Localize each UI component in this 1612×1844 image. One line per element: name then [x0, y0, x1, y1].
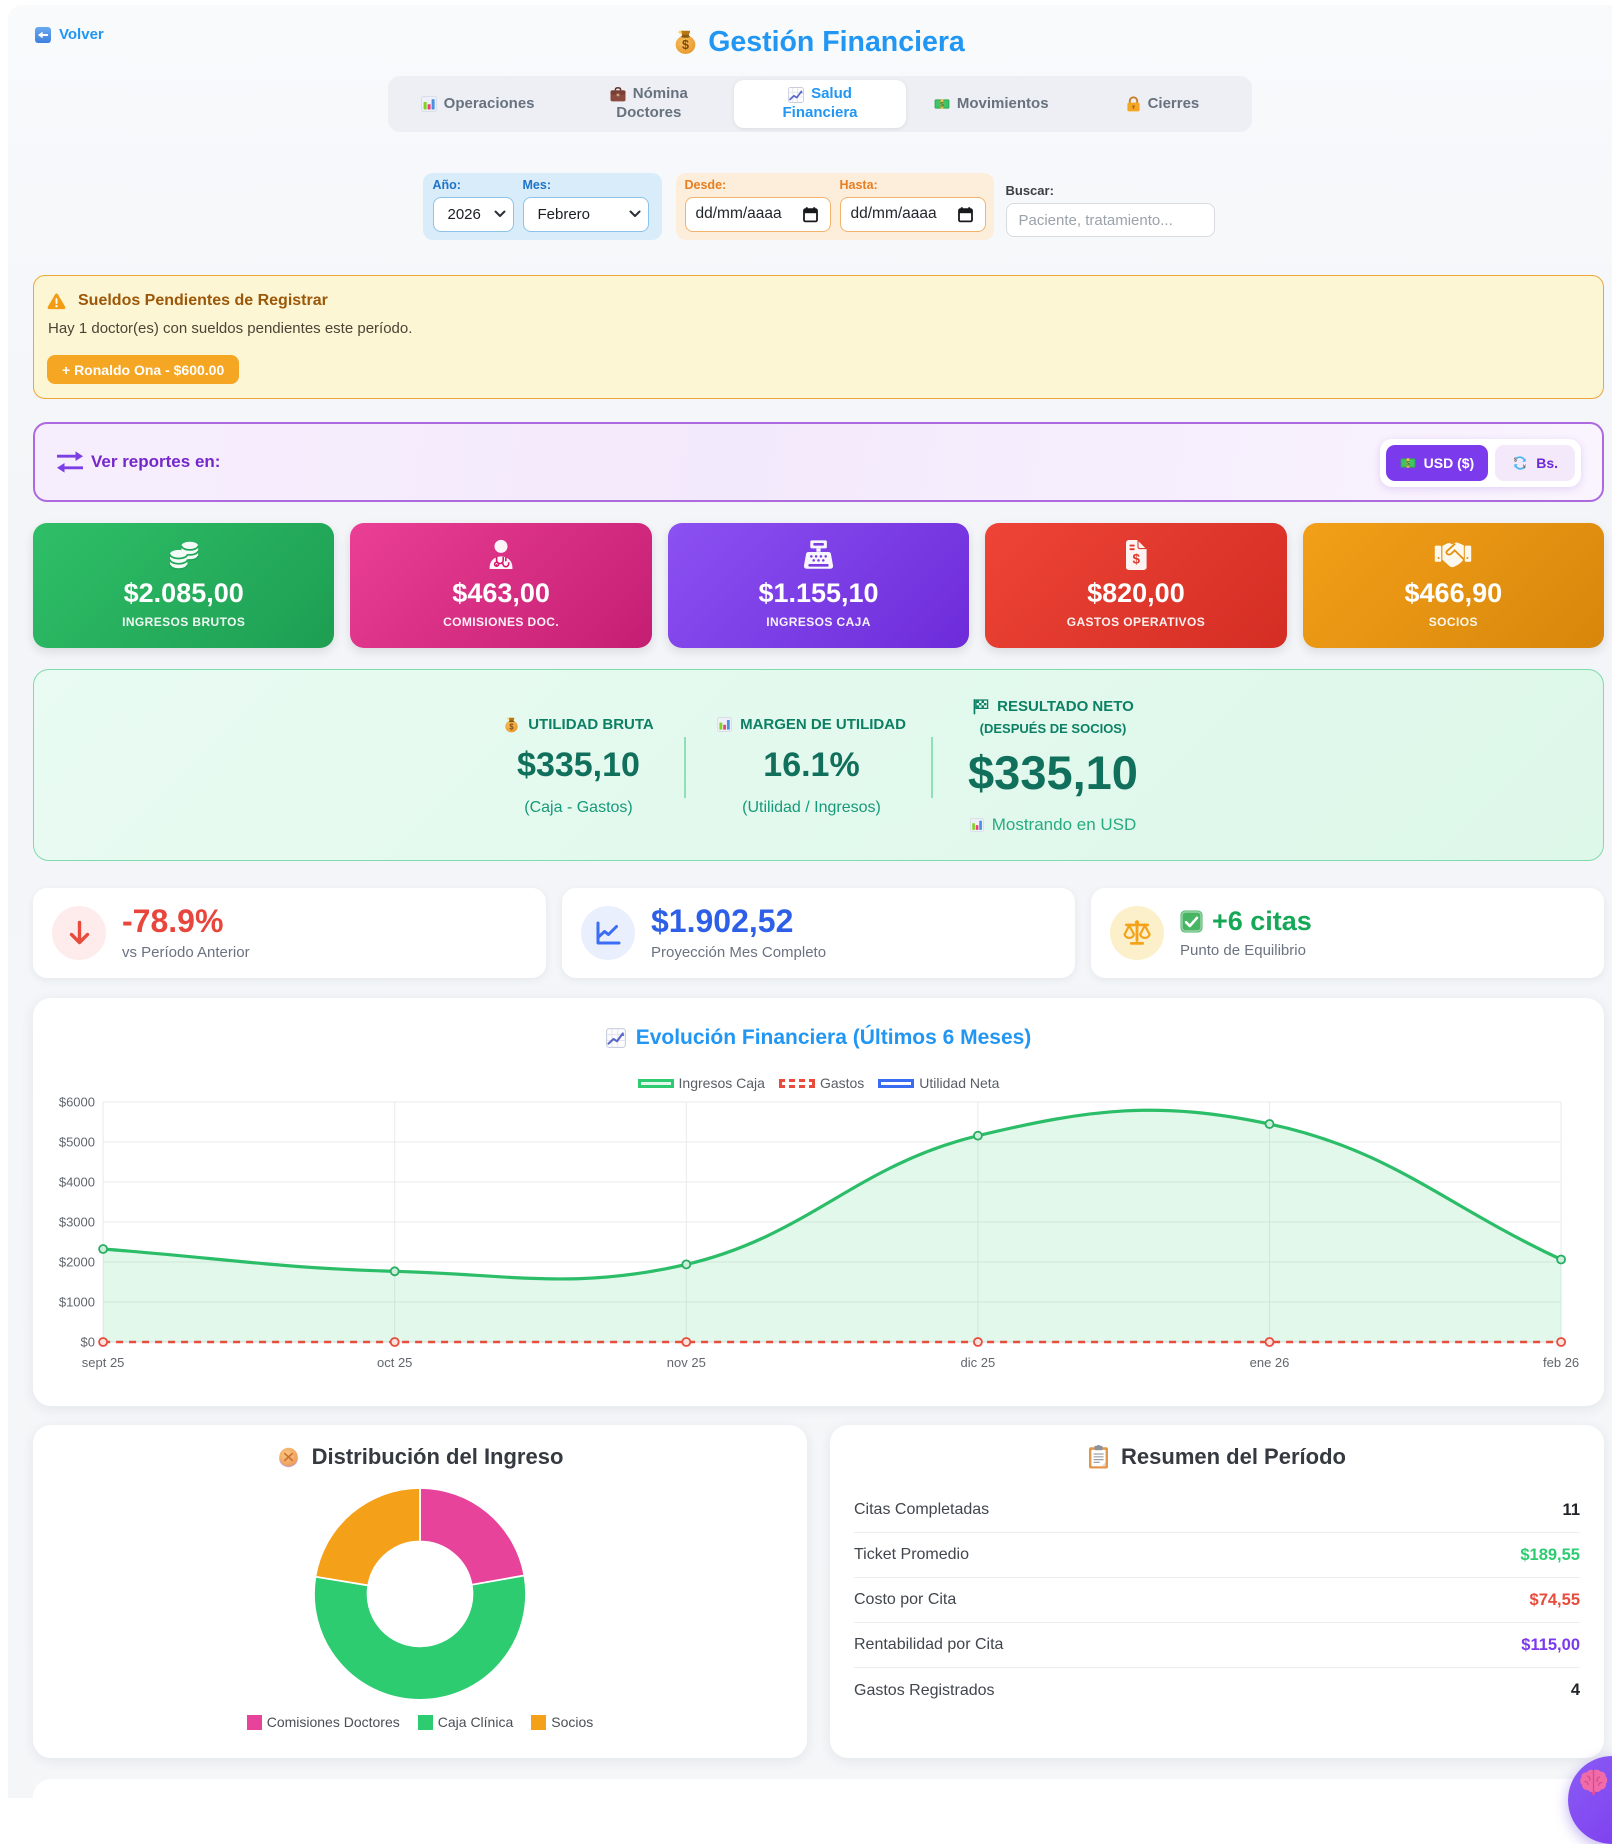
svg-text:$4000: $4000	[59, 1175, 95, 1190]
svg-text:$: $	[1132, 551, 1140, 566]
svg-text:$6000: $6000	[59, 1095, 95, 1110]
svg-text:$: $	[940, 102, 944, 108]
svg-text:$: $	[1406, 461, 1410, 467]
svg-text:$: $	[510, 722, 515, 731]
svg-text:$5000: $5000	[59, 1135, 95, 1150]
svg-text:¥: ¥	[1523, 465, 1526, 471]
svg-text:nov 25: nov 25	[667, 1355, 706, 1370]
svg-text:feb 26: feb 26	[1543, 1355, 1579, 1370]
svg-text:$1000: $1000	[59, 1295, 95, 1310]
svg-text:sept 25: sept 25	[82, 1355, 125, 1370]
svg-text:dic 25: dic 25	[961, 1355, 996, 1370]
svg-text:$2000: $2000	[59, 1255, 95, 1270]
svg-text:$3000: $3000	[59, 1215, 95, 1230]
svg-text:$: $	[682, 38, 689, 52]
svg-text:$: $	[1514, 457, 1517, 463]
svg-text:ene 26: ene 26	[1250, 1355, 1290, 1370]
svg-text:$0: $0	[81, 1335, 95, 1350]
svg-text:oct 25: oct 25	[377, 1355, 412, 1370]
